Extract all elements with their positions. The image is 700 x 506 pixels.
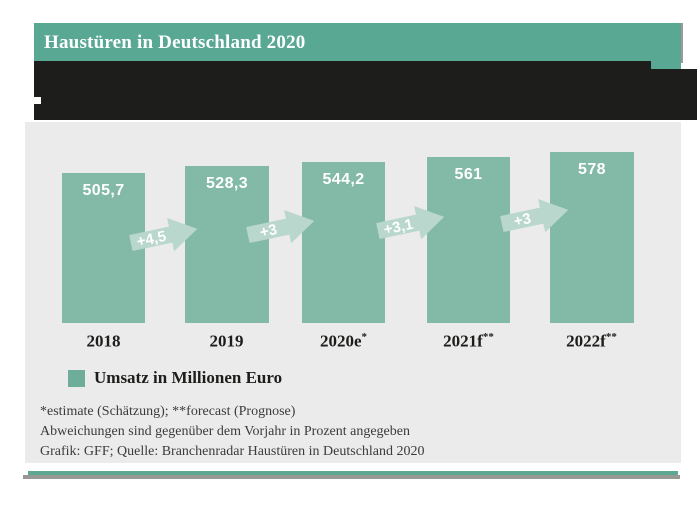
- year-text: 2020e: [319, 331, 362, 351]
- bar-2022f: 578: [550, 152, 634, 323]
- redacted-subtitle-block: [34, 104, 41, 120]
- year-footnote-marker: *: [361, 331, 368, 343]
- bottom-rule-teal: [28, 471, 678, 475]
- bottom-rule-shadow: [23, 475, 680, 479]
- year-text: 2022f: [566, 331, 606, 351]
- axis-label-2018: 2018: [42, 331, 165, 352]
- bar-value-label: 528,3: [205, 175, 249, 192]
- bar-2018: 505,7: [62, 173, 145, 323]
- bar-value-label: 561: [454, 166, 483, 183]
- page-title: Haustüren in Deutschland 2020: [44, 32, 306, 53]
- year-text: 2019: [209, 331, 244, 351]
- growth-percent-label: +3,1: [382, 215, 415, 239]
- footnotes: *estimate (Schätzung); **forecast (Progn…: [40, 402, 425, 462]
- legend: Umsatz in Millionen Euro: [68, 368, 282, 388]
- redacted-subtitle-block: [41, 69, 697, 120]
- legend-swatch-icon: [68, 369, 85, 387]
- bar-value-label: 505,7: [82, 182, 125, 199]
- axis-label-2021f: 2021f**: [407, 331, 530, 352]
- growth-percent-label: +3: [512, 209, 533, 230]
- legend-label: Umsatz in Millionen Euro: [94, 368, 283, 387]
- year-footnote-marker: **: [482, 331, 494, 343]
- year-footnote-marker: **: [605, 331, 617, 343]
- bar-value-label: 578: [578, 161, 606, 178]
- axis-label-2020e: 2020e*: [282, 331, 405, 352]
- year-text: 2018: [86, 331, 121, 351]
- footnote-estimate-forecast: *estimate (Schätzung); **forecast (Progn…: [40, 404, 296, 419]
- bar-2019: 528,3: [185, 166, 269, 323]
- footnote-deviation-note: Abweichungen sind gegenüber dem Vorjahr …: [40, 424, 410, 439]
- bar-value-label: 544,2: [322, 171, 365, 188]
- growth-percent-label: +3: [258, 220, 279, 241]
- growth-percent-label: +4,5: [135, 227, 168, 251]
- footnote-source: Grafik: GFF; Quelle: Branchenradar Haust…: [40, 444, 425, 459]
- axis-label-2019: 2019: [165, 331, 288, 352]
- bar-2020e: 544,2: [302, 162, 385, 323]
- header-shadow: [681, 23, 683, 63]
- axis-label-2022f: 2022f**: [530, 331, 653, 352]
- bar-2021f: 561: [427, 157, 510, 323]
- chart-panel: 505,7 528,3 544,2 561 578 +4,5 +3 +3,1 +…: [25, 122, 681, 463]
- year-text: 2021f: [443, 331, 483, 351]
